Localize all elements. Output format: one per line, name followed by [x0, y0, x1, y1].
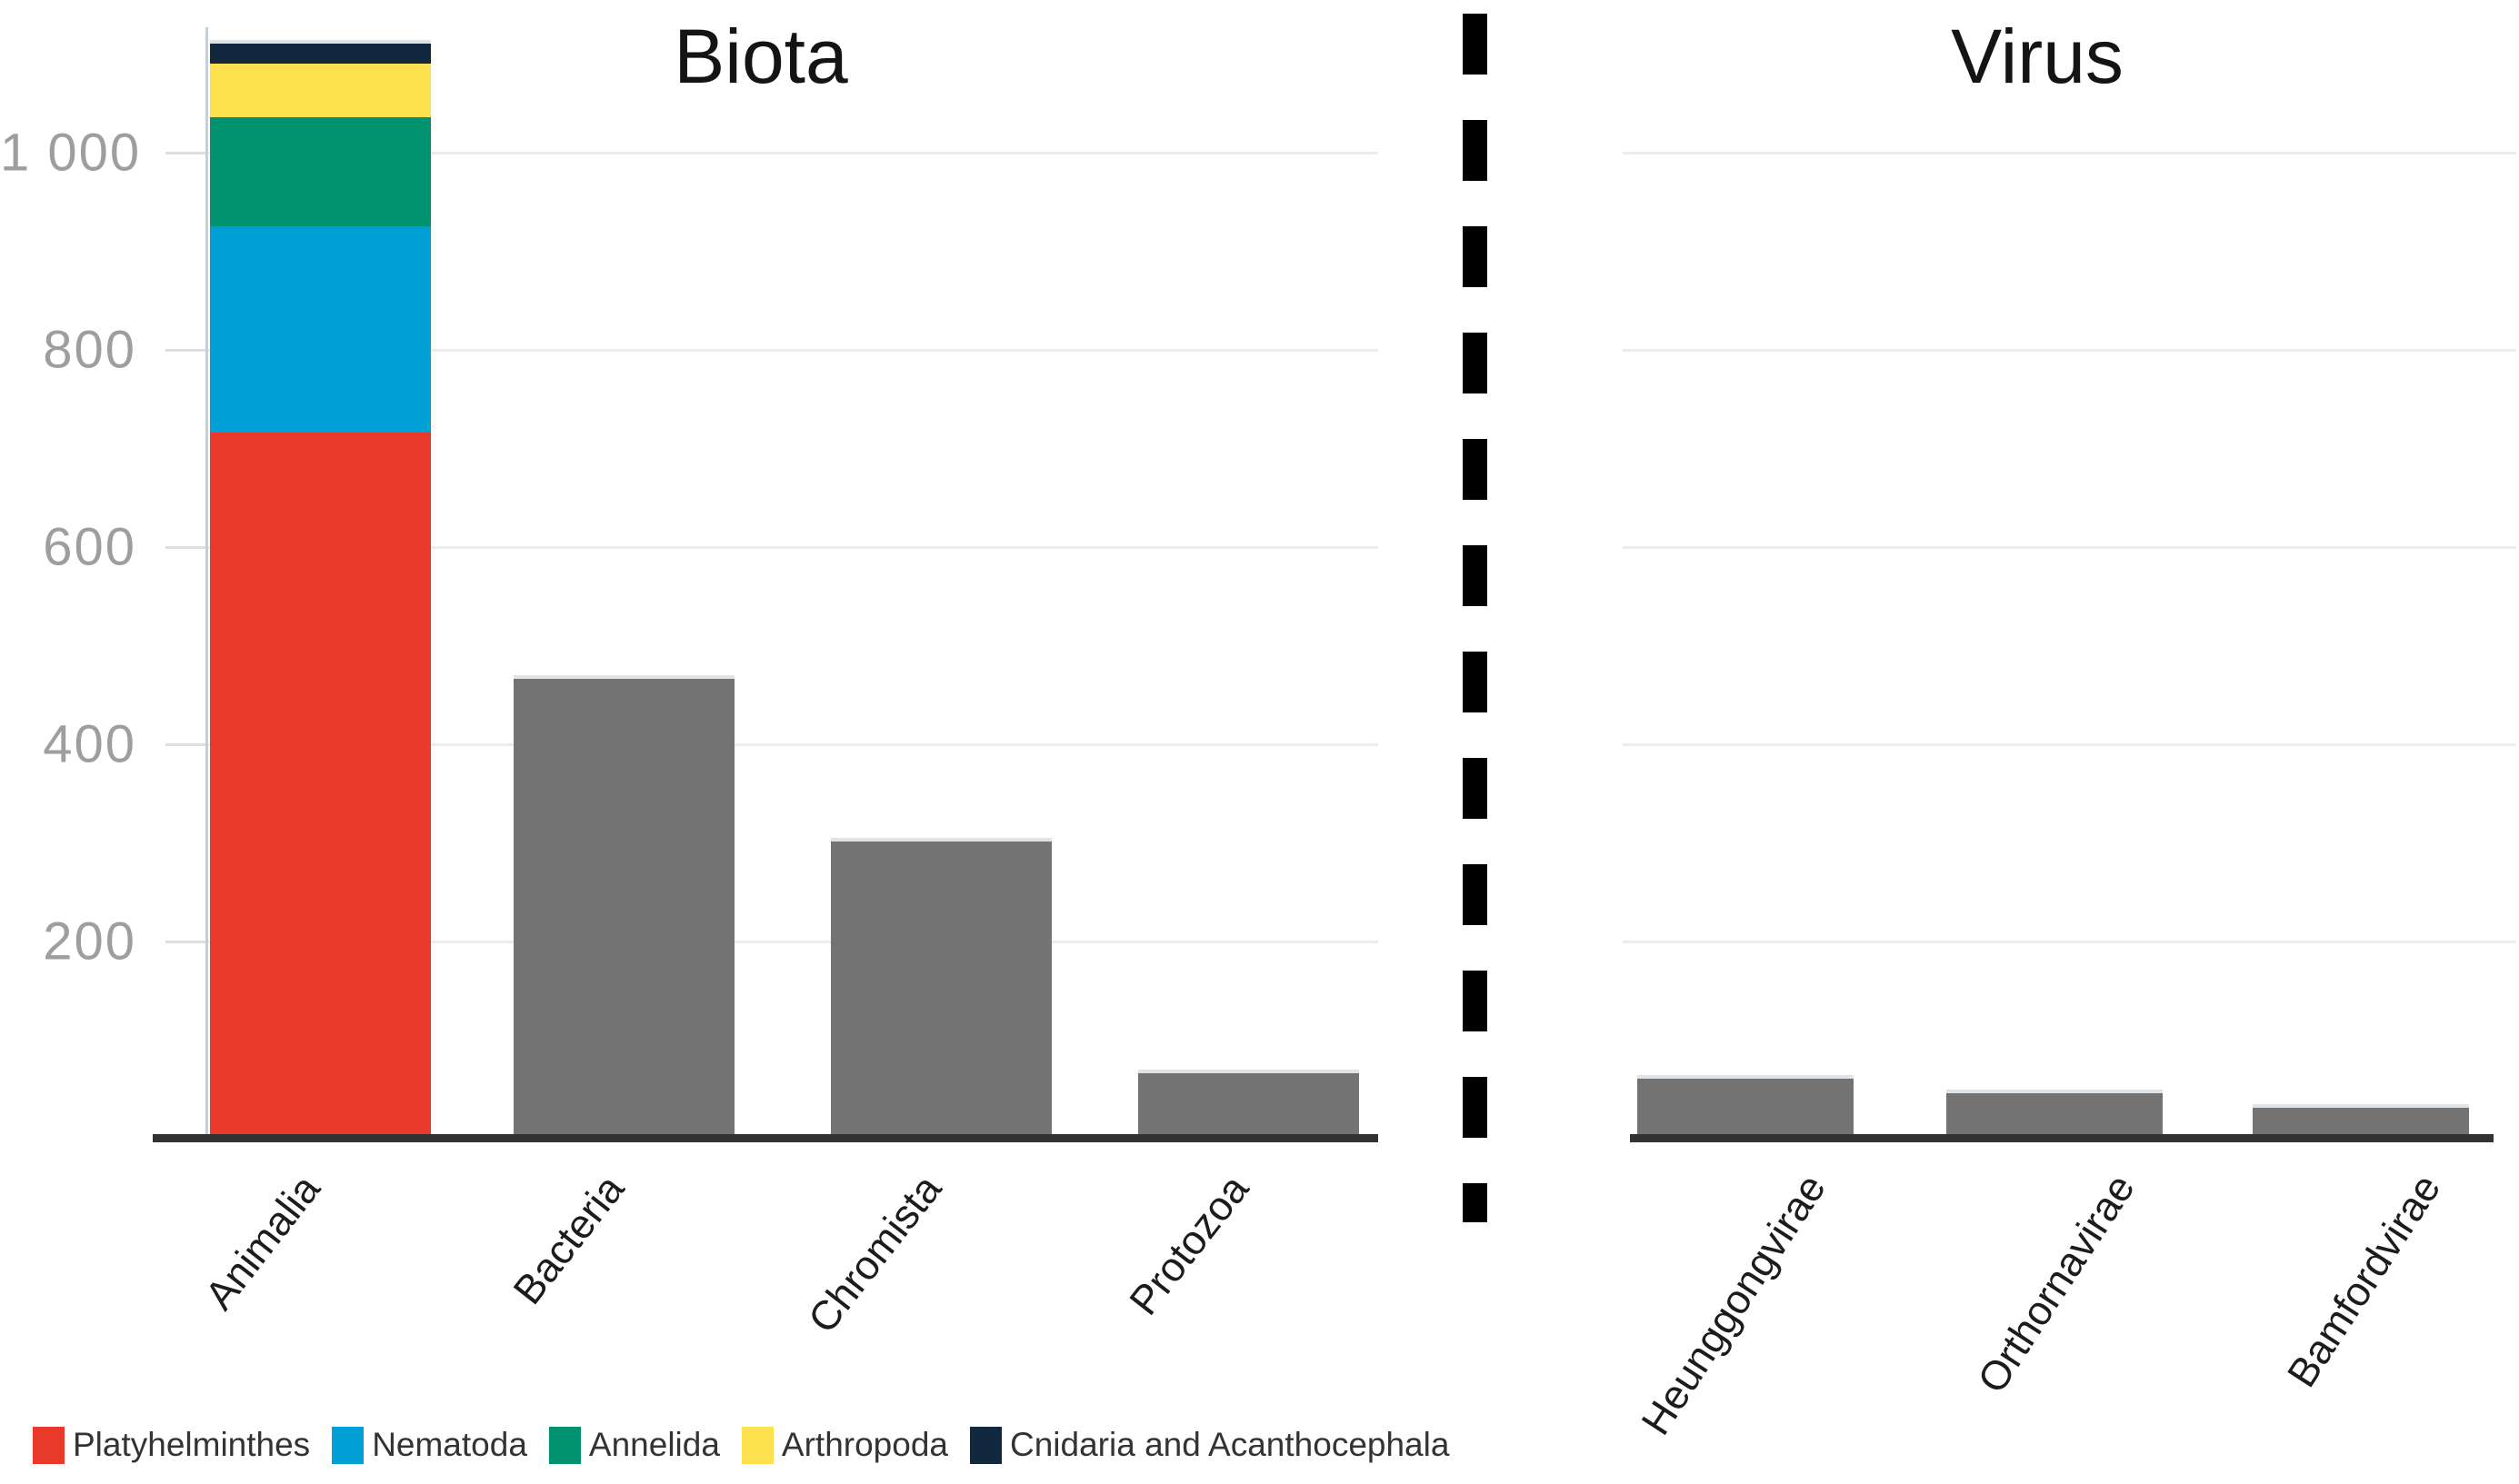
y-tick-mark-800: [165, 349, 206, 352]
bar-segment-chromista: [831, 842, 1052, 1138]
y-tick-label-200: 200: [43, 911, 136, 971]
bar-chromista: [831, 838, 1052, 1138]
bar-bacteria: [514, 675, 735, 1138]
y-tick-mark-600: [165, 546, 206, 549]
gridline-1000-panel1: [1623, 152, 2516, 154]
legend-item-arthropoda: Arthropoda: [741, 1426, 948, 1464]
y-tick-label-1000: 1 000: [0, 123, 142, 183]
bar-segment-protozoa: [1138, 1073, 1359, 1138]
legend-swatch-platyhelminthes: [33, 1426, 65, 1464]
x-label-protozoa: Protozoa: [1120, 1166, 1258, 1324]
legend-item-annelida: Annelida: [548, 1426, 720, 1464]
panel-title-biota: Biota: [674, 14, 848, 99]
x-label-bamfordvirae: Bamfordvirae: [2278, 1166, 2450, 1396]
bar-bamfordvirae: [2253, 1104, 2469, 1138]
y-tick-label-800: 800: [43, 320, 136, 380]
y-axis-line: [205, 27, 208, 1136]
legend-item-nematoda: Nematoda: [332, 1426, 527, 1464]
bar-protozoa: [1138, 1070, 1359, 1138]
gridline-600-panel1: [1623, 546, 2516, 549]
bar-heunggongvirae: [1637, 1075, 1854, 1138]
x-label-chromista: Chromista: [798, 1166, 951, 1341]
x-label-bacteria: Bacteria: [504, 1166, 634, 1313]
panel-divider-dashed: [1463, 14, 1487, 1222]
bar-segment-heunggongvirae: [1637, 1079, 1854, 1138]
legend-item-platyhelminthes: Platyhelminthes: [33, 1426, 310, 1464]
y-tick-mark-1000: [165, 152, 206, 154]
gridline-600-panel0: [206, 546, 1378, 549]
bar-segment-bamfordvirae: [2253, 1108, 2469, 1138]
bar-segment-orthornavirae: [1946, 1093, 2163, 1138]
bar-segment-annelida: [210, 117, 431, 226]
gridline-1000-panel0: [206, 152, 1378, 154]
legend-swatch-cnidaria-and-acanthocephala: [970, 1426, 1002, 1464]
gridline-200-panel0: [206, 941, 1378, 943]
x-label-heunggongvirae: Heunggongvirae: [1632, 1166, 1834, 1443]
x-axis-line-biota: [153, 1134, 1378, 1142]
gridline-400-panel0: [206, 743, 1378, 746]
legend-label: Platyhelminthes: [73, 1426, 311, 1463]
legend-swatch-nematoda: [332, 1426, 365, 1464]
bar-orthornavirae: [1946, 1090, 2163, 1138]
gridline-400-panel1: [1623, 743, 2516, 746]
gridline-800-panel1: [1623, 349, 2516, 352]
bar-segment-nematoda: [210, 225, 431, 433]
bar-animalia: [210, 40, 431, 1138]
gridline-800-panel0: [206, 349, 1378, 352]
legend-label: Annelida: [588, 1426, 720, 1463]
panel-title-virus: Virus: [1951, 14, 2124, 99]
y-tick-mark-400: [165, 743, 206, 746]
legend-item-cnidaria-and-acanthocephala: Cnidaria and Acanthocephala: [970, 1426, 1449, 1464]
legend-label: Nematoda: [372, 1426, 527, 1463]
y-tick-label-400: 400: [43, 714, 136, 774]
legend-label: Cnidaria and Acanthocephala: [1010, 1426, 1450, 1463]
gridline-200-panel1: [1623, 941, 2516, 943]
bar-segment-bacteria: [514, 679, 735, 1138]
legend-swatch-arthropoda: [741, 1426, 774, 1464]
bar-segment-arthropoda: [210, 63, 431, 118]
legend: Platyhelminthes Nematoda Annelida Arthropod…: [33, 1426, 1449, 1464]
x-label-orthornavirae: Orthornavirae: [1968, 1166, 2144, 1401]
y-tick-mark-200: [165, 941, 206, 943]
bar-segment-cnidaria-and-acanthocephala: [210, 44, 431, 64]
legend-label: Arthropoda: [781, 1426, 948, 1463]
y-tick-label-600: 600: [43, 517, 136, 577]
x-label-animalia: Animalia: [195, 1166, 330, 1319]
legend-swatch-annelida: [548, 1426, 581, 1464]
bar-segment-platyhelminthes: [210, 433, 431, 1138]
x-axis-line-virus: [1630, 1134, 2494, 1142]
